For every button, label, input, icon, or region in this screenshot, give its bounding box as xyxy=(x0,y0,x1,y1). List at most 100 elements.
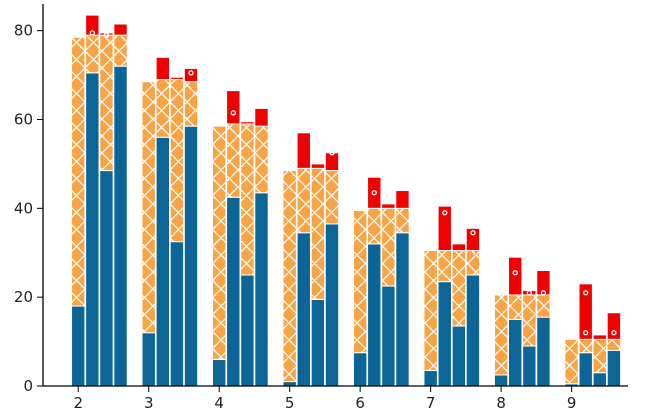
bar-segment-middle-5-4 xyxy=(324,170,340,225)
bar-segment-top-2-4 xyxy=(113,23,128,36)
bar-segment-middle-2-1 xyxy=(71,36,86,307)
bar-segment-bottom-8-2 xyxy=(508,318,523,387)
y-tick-label-40: 40 xyxy=(14,199,33,217)
y-tick-label-0: 0 xyxy=(23,377,33,395)
bar-segment-bottom-2-4 xyxy=(113,65,128,387)
y-axis: 0 20 40 60 80 xyxy=(14,4,44,395)
bar-segment-middle-8-1 xyxy=(493,294,509,376)
bar-segment-bottom-4-4 xyxy=(254,192,269,387)
bar-segment-top-8-2 xyxy=(508,256,523,296)
bar-segment-bottom-5-2 xyxy=(296,232,311,387)
bar-segment-middle-4-2 xyxy=(226,123,241,198)
bar-segment-middle-7-1 xyxy=(423,250,438,371)
plot-area xyxy=(71,14,622,387)
bar-segment-top-5-2 xyxy=(296,132,311,169)
bar-segment-bottom-3-3 xyxy=(169,241,185,387)
bar-segment-middle-5-1 xyxy=(282,170,297,383)
marker-point-9 xyxy=(470,230,476,236)
bar-segment-middle-4-4 xyxy=(254,125,269,194)
bar-segment-top-4-4 xyxy=(254,107,269,127)
bar-segment-top-7-3 xyxy=(451,243,467,252)
bar-segment-middle-4-1 xyxy=(212,125,227,360)
bar-segment-top-7-4 xyxy=(465,227,481,252)
bar-segment-middle-2-2 xyxy=(85,34,100,74)
bar-segment-top-2-2 xyxy=(85,14,100,36)
y-tick-label-60: 60 xyxy=(14,110,33,128)
x-tick-label-8: 8 xyxy=(496,394,506,412)
x-tick-label-9: 9 xyxy=(567,394,577,412)
marker-point-13 xyxy=(583,290,589,296)
bar-segment-middle-9-4 xyxy=(606,338,622,351)
bar-segment-middle-8-4 xyxy=(536,294,551,318)
bar-segment-bottom-9-2 xyxy=(578,352,593,387)
bar-segment-bottom-2-3 xyxy=(99,170,114,387)
marker-point-3 xyxy=(174,70,180,76)
bar-segment-middle-7-3 xyxy=(451,250,467,327)
bar-segment-top-4-3 xyxy=(240,121,255,125)
bar-segment-bottom-4-1 xyxy=(212,358,227,387)
x-tick-label-6: 6 xyxy=(355,394,365,412)
bar-segment-bottom-4-3 xyxy=(240,274,255,387)
marker-point-11 xyxy=(526,290,532,296)
bar-segment-top-5-3 xyxy=(310,163,326,169)
marker-point-7 xyxy=(371,190,377,196)
bar-segment-bottom-6-1 xyxy=(352,352,368,387)
bar-segment-bottom-8-3 xyxy=(522,345,537,387)
bar-segment-top-9-2 xyxy=(578,283,593,340)
bar-segment-bottom-9-4 xyxy=(606,349,622,387)
y-tick-label-80: 80 xyxy=(14,22,33,40)
bar-segment-bottom-9-3 xyxy=(592,372,608,387)
bar-segment-middle-9-1 xyxy=(564,338,579,385)
marker-point-4 xyxy=(188,70,194,76)
bar-segment-middle-8-3 xyxy=(522,294,537,347)
bar-segment-middle-5-3 xyxy=(310,167,326,300)
bar-segment-top-3-2 xyxy=(155,56,171,81)
marker-point-10 xyxy=(512,270,518,276)
marker-point-2 xyxy=(103,32,110,38)
bar-segment-middle-5-2 xyxy=(296,167,311,234)
marker-point-1 xyxy=(89,30,95,36)
y-tick-label-20: 20 xyxy=(14,288,33,306)
bar-segment-middle-2-4 xyxy=(113,34,128,67)
x-tick-label-3: 3 xyxy=(144,394,154,412)
marker-point-15 xyxy=(611,330,617,336)
bar-segment-bottom-2-1 xyxy=(71,305,86,387)
bar-segment-top-6-2 xyxy=(367,176,382,209)
bar-segment-top-9-3 xyxy=(592,334,608,340)
bar-segment-bottom-3-4 xyxy=(183,125,199,387)
bar-segment-bottom-5-1 xyxy=(282,381,297,387)
marker-point-5 xyxy=(230,110,236,116)
bar-segment-bottom-3-1 xyxy=(141,332,156,387)
bar-segment-middle-6-1 xyxy=(352,210,368,354)
bar-segment-middle-6-2 xyxy=(367,207,382,245)
marker-point-6 xyxy=(329,150,335,156)
x-tick-label-4: 4 xyxy=(214,394,224,412)
bar-segment-top-5-4 xyxy=(324,152,340,172)
x-tick-label-7: 7 xyxy=(426,394,436,412)
x-axis: 2 3 4 5 6 7 8 9 xyxy=(43,385,628,412)
bar-segment-top-3-3 xyxy=(169,76,185,81)
bar-segment-bottom-5-3 xyxy=(310,298,326,387)
marker-point-14 xyxy=(583,330,589,336)
bar-segment-top-7-2 xyxy=(437,205,452,252)
marker-point-8 xyxy=(442,210,448,216)
marker-point-12 xyxy=(540,290,547,296)
bar-segment-middle-6-4 xyxy=(395,207,410,234)
bar-segment-top-6-4 xyxy=(395,190,410,209)
bar-segment-middle-3-2 xyxy=(155,79,171,138)
bar-segment-middle-3-3 xyxy=(169,79,185,243)
bar-segment-bottom-7-1 xyxy=(423,369,438,387)
bar-segment-middle-9-3 xyxy=(592,338,608,374)
bar-segment-middle-3-1 xyxy=(141,81,156,334)
x-tick-label-5: 5 xyxy=(285,394,295,412)
bar-segment-bottom-8-1 xyxy=(493,374,509,387)
bar-segment-bottom-6-3 xyxy=(381,285,396,387)
bar-segment-bottom-3-2 xyxy=(155,136,171,387)
bar-segment-bottom-7-3 xyxy=(451,325,467,387)
bar-segment-top-9-4 xyxy=(606,312,622,340)
bar-segment-middle-8-2 xyxy=(508,294,523,320)
bar-segment-bottom-6-2 xyxy=(367,243,382,387)
bar-segment-bottom-7-2 xyxy=(437,281,452,387)
bar-segment-bottom-7-4 xyxy=(465,274,481,387)
